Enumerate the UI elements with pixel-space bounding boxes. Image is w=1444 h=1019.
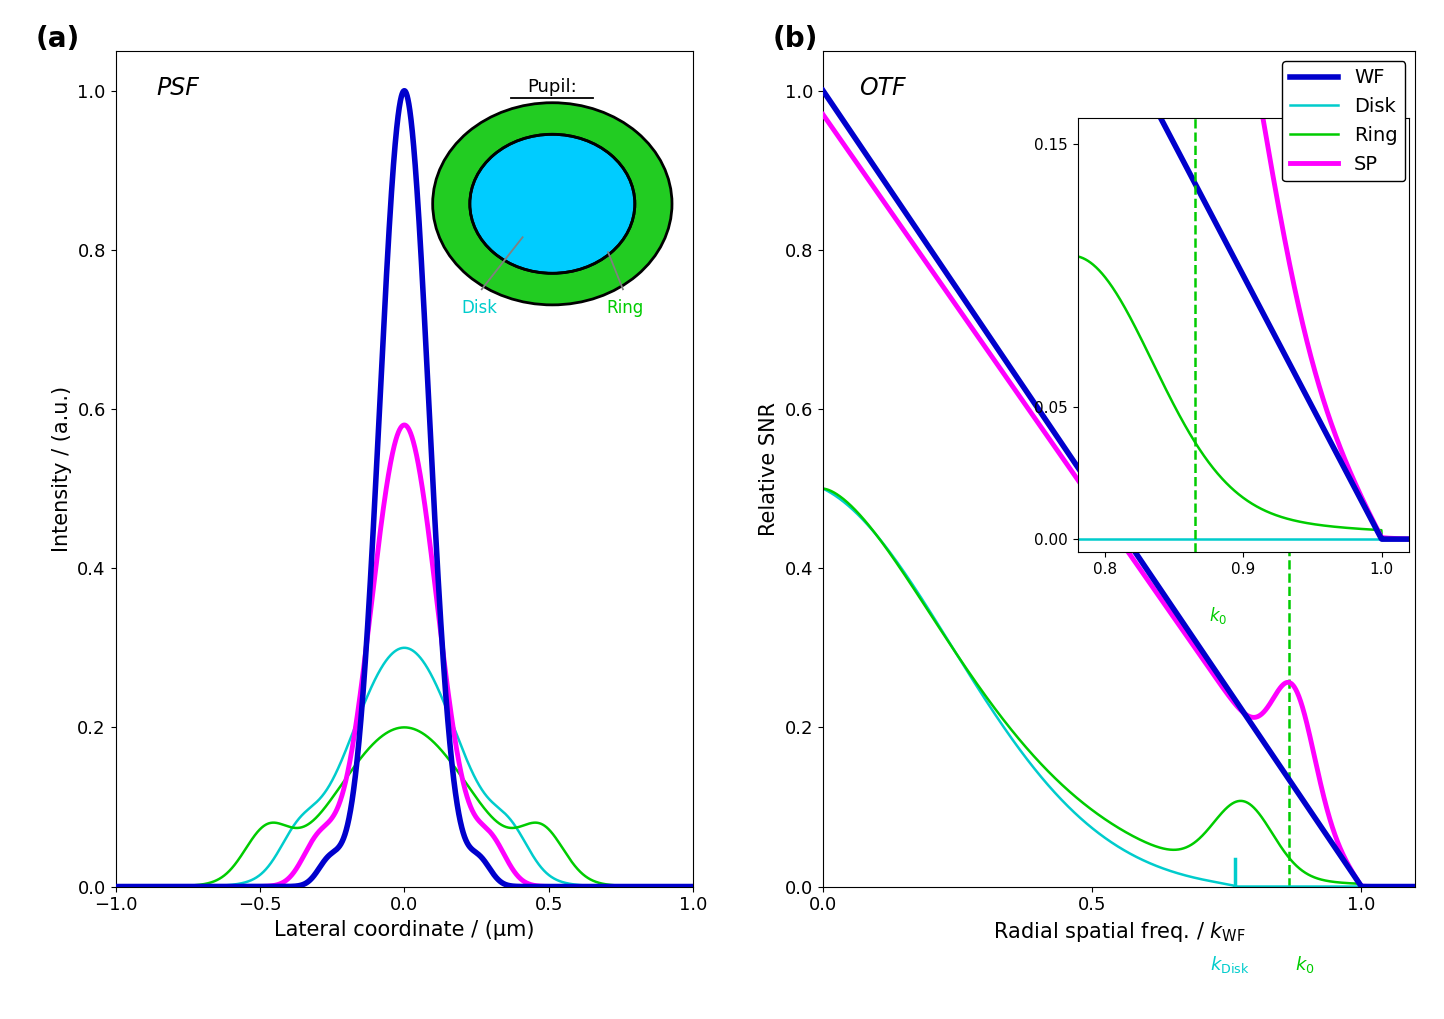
Text: Disk: Disk bbox=[462, 299, 498, 317]
X-axis label: Radial spatial freq. / $k_{\mathrm{WF}}$: Radial spatial freq. / $k_{\mathrm{WF}}$ bbox=[993, 920, 1245, 944]
Text: $k_0$: $k_0$ bbox=[1295, 954, 1314, 975]
Text: $k_{\mathrm{Disk}}$: $k_{\mathrm{Disk}}$ bbox=[1210, 954, 1249, 975]
Y-axis label: Intensity / (a.u.): Intensity / (a.u.) bbox=[52, 385, 72, 552]
Text: OTF: OTF bbox=[859, 76, 905, 100]
Text: (a): (a) bbox=[36, 25, 81, 53]
X-axis label: Lateral coordinate / (μm): Lateral coordinate / (μm) bbox=[274, 920, 534, 940]
Ellipse shape bbox=[471, 136, 634, 272]
Text: Pupil:: Pupil: bbox=[527, 78, 578, 96]
Legend: WF, Disk, Ring, SP: WF, Disk, Ring, SP bbox=[1282, 61, 1405, 181]
Ellipse shape bbox=[471, 136, 634, 272]
Text: Ring: Ring bbox=[606, 299, 644, 317]
Y-axis label: Relative SNR: Relative SNR bbox=[760, 401, 780, 536]
Text: PSF: PSF bbox=[156, 76, 199, 100]
Ellipse shape bbox=[433, 104, 671, 304]
Text: (b): (b) bbox=[773, 25, 817, 53]
